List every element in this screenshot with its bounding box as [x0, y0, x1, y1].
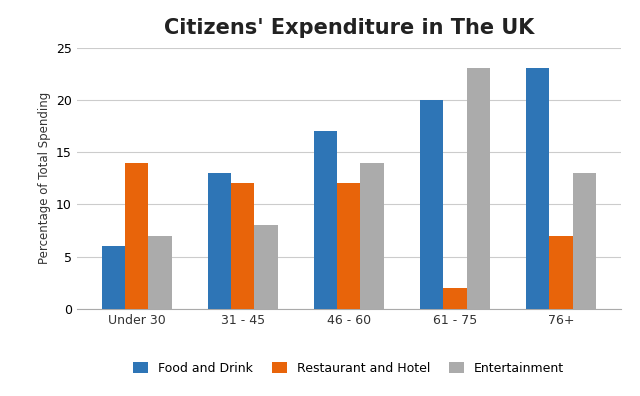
Bar [231, 183, 254, 309]
Bar [444, 288, 467, 309]
Bar [573, 173, 596, 309]
Bar [467, 69, 490, 309]
Bar [125, 162, 148, 309]
Bar [337, 183, 360, 309]
Bar [526, 69, 549, 309]
Legend: Food and Drink, Restaurant and Hotel, Entertainment: Food and Drink, Restaurant and Hotel, En… [129, 357, 569, 380]
Bar [102, 246, 125, 309]
Bar [420, 100, 444, 309]
Bar [148, 236, 172, 309]
Y-axis label: Percentage of Total Spending: Percentage of Total Spending [38, 92, 51, 264]
Title: Citizens' Expenditure in The UK: Citizens' Expenditure in The UK [164, 18, 534, 38]
Bar [207, 173, 231, 309]
Bar [254, 225, 278, 309]
Bar [549, 236, 573, 309]
Bar [314, 131, 337, 309]
Bar [360, 162, 384, 309]
